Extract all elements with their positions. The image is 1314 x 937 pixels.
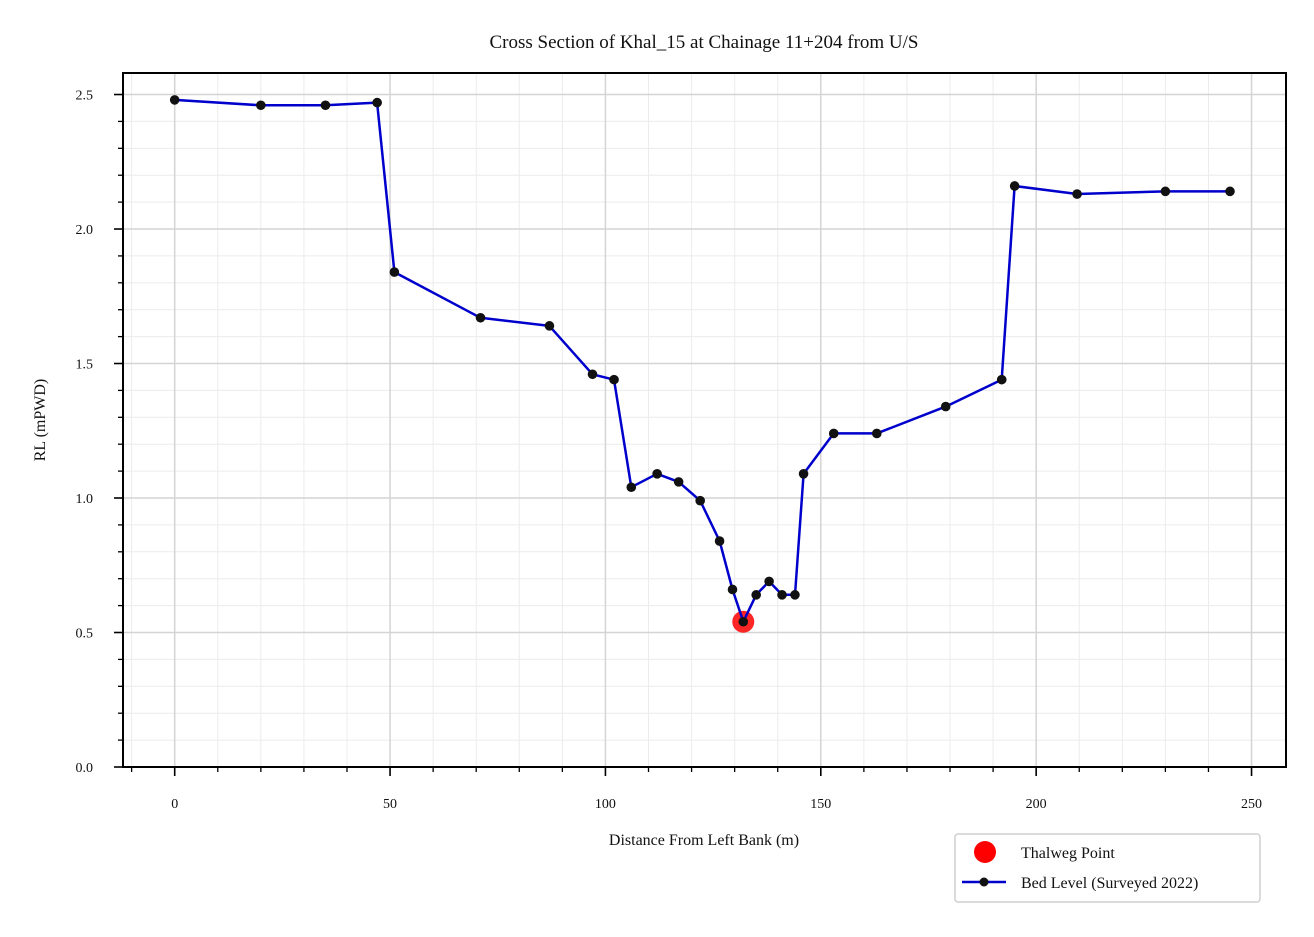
bed-level-point (940, 401, 951, 412)
bed-level-point (764, 576, 774, 587)
bed-level-point (1225, 186, 1235, 197)
x-tick-label: 250 (1241, 797, 1262, 812)
y-axis-title: RL (mPWD) (32, 379, 49, 462)
legend-box (954, 833, 1261, 903)
x-tick-label: 100 (595, 797, 616, 812)
bed-level-point (871, 428, 882, 439)
chart-title: Cross Section of Khal_15 at Chainage 11+… (489, 32, 918, 53)
bed-level-point (673, 477, 684, 487)
y-tick-label: 2.5 (76, 89, 94, 104)
bed-level-point (652, 468, 662, 479)
bed-level-point (798, 468, 809, 479)
bed-level-point (751, 590, 761, 600)
bed-level-point (1160, 186, 1171, 197)
bed-level-point (372, 97, 382, 108)
bed-level-point (587, 369, 598, 380)
plot-frame (122, 72, 1287, 768)
x-tick-label: 200 (1026, 797, 1047, 812)
bed-level-point (544, 321, 555, 331)
y-tick-label: 1.0 (76, 492, 94, 507)
x-axis-title: Distance From Left Bank (m) (609, 832, 799, 849)
legend-bed-label: Bed Level (Surveyed 2022) (1021, 875, 1198, 892)
bed-level-point (695, 495, 705, 506)
minor-grid (123, 73, 1286, 767)
y-tick-label: 0.5 (76, 627, 94, 642)
bed-level-point (790, 590, 800, 600)
bed-level-point (1072, 189, 1082, 199)
legend-thalweg-marker (974, 841, 996, 863)
bed-level-point (738, 616, 749, 627)
bed-level-point (727, 584, 738, 595)
bed-level-point (256, 100, 266, 111)
series-layer (169, 95, 1235, 633)
bed-level-point (996, 374, 1007, 385)
x-tick-label: 150 (810, 797, 831, 812)
bed-level-point (475, 312, 486, 323)
legend-thalweg-label: Thalweg Point (1021, 845, 1115, 862)
bed-level-point (609, 374, 619, 385)
x-tick-label: 50 (383, 797, 397, 812)
y-tick-label: 2.0 (76, 223, 94, 238)
y-tick-label: 1.5 (76, 358, 94, 373)
y-tick-label: 0.0 (76, 761, 94, 776)
bed-level-point (1009, 181, 1020, 191)
bed-level-point (714, 536, 725, 546)
ticks-layer: 0 50 100 150 200 250 0.0 0.5 1.0 1.5 2.0 2.5 (76, 89, 1263, 812)
bed-level-point (320, 100, 331, 111)
legend-bed-marker (979, 877, 989, 887)
bed-level-point (626, 482, 637, 493)
bed-level-point (169, 95, 180, 105)
bed-level-point (389, 267, 400, 277)
legend: Thalweg Point Bed Level (Surveyed 2022) (954, 833, 1261, 903)
x-tick-label: 0 (171, 797, 178, 812)
bed-level-point (828, 428, 839, 439)
bed-level-point (777, 590, 787, 600)
